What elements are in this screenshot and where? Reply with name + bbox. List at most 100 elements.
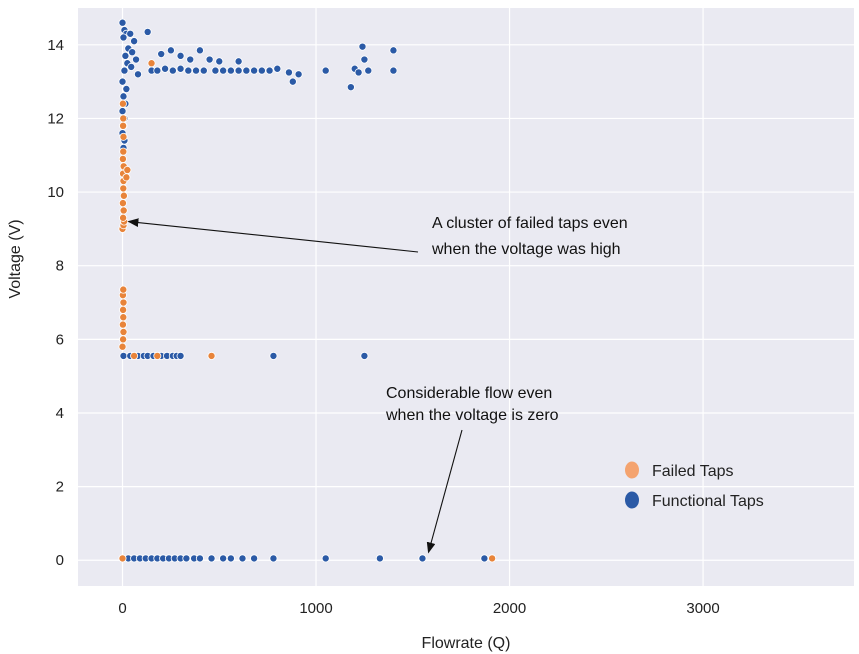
data-point [358,42,367,51]
y-tick-label: 6 [56,331,64,348]
data-point [147,59,156,68]
data-point [166,46,175,55]
data-point [119,335,128,344]
data-point [346,83,355,92]
y-tick-label: 14 [47,37,64,54]
x-tick-label: 3000 [686,600,719,617]
data-point [176,351,185,360]
data-point [119,327,128,336]
series-functional-taps [118,18,489,563]
annotation-arrow [127,218,419,253]
data-point [121,51,130,60]
data-point [119,184,128,193]
y-tick-label: 2 [56,479,64,496]
legend-item: Functional Taps [625,491,764,510]
data-point [119,33,128,42]
data-point [294,70,303,79]
data-point [122,84,131,93]
data-point [234,66,243,75]
legend: Failed Taps Functional Taps [625,461,764,510]
data-point [126,29,135,38]
data-point [119,191,128,200]
data-point [199,66,208,75]
annotation-text: A cluster of failed taps even [432,215,628,232]
plot-background [78,8,854,586]
data-point [157,50,166,59]
data-point [207,554,216,563]
data-point [195,46,204,55]
data-point [215,57,224,66]
data-point [360,55,369,64]
data-point [488,554,497,563]
legend-marker [625,491,639,509]
data-point [119,213,128,222]
data-point [182,554,191,563]
annotations: A cluster of failed taps even when the vo… [127,215,628,554]
grid-lines [78,8,854,586]
data-point [119,298,128,307]
data-point [269,351,278,360]
data-point [480,554,489,563]
data-point [119,147,128,156]
tick-labels: 0 1000 2000 3000 0 2 4 6 8 10 12 14 [47,37,719,617]
y-tick-label: 8 [56,258,64,275]
data-point [192,66,201,75]
data-point [321,554,330,563]
data-point [127,62,136,71]
data-point [123,165,132,174]
data-point [354,68,363,77]
data-point [120,66,129,75]
data-point [119,114,128,123]
data-point [375,554,384,563]
data-point [119,305,128,314]
y-tick-label: 10 [47,184,64,201]
data-point [176,51,185,60]
data-point [207,351,216,360]
data-point [205,55,214,64]
annotation-text: Considerable flow even [386,385,552,402]
x-tick-label: 0 [118,600,126,617]
legend-item: Failed Taps [625,461,734,480]
data-point [118,18,127,27]
y-tick-label: 12 [47,110,64,127]
data-point [257,66,266,75]
data-point [130,351,139,360]
data-point [219,66,228,75]
data-point [195,554,204,563]
data-point [130,37,139,46]
x-tick-label: 2000 [493,600,526,617]
legend-label: Failed Taps [652,463,734,480]
data-point [118,320,127,329]
x-axis-label: Flowrate (Q) [422,635,511,652]
data-point [364,66,373,75]
data-point [118,99,127,108]
data-point [273,64,282,73]
data-point [161,64,170,73]
data-point [321,66,330,75]
annotation-1: A cluster of failed taps even when the vo… [127,215,628,258]
data-point [119,285,128,294]
data-point [119,121,128,130]
data-point [176,64,185,73]
data-point [118,107,127,116]
data-point [211,66,220,75]
data-point [128,48,137,57]
data-point [250,66,259,75]
data-point [153,351,162,360]
data-point [226,554,235,563]
data-point [133,70,142,79]
data-point [360,351,369,360]
annotation-text: when the voltage was high [431,241,621,258]
data-point [119,313,128,322]
data-point [168,66,177,75]
data-point [122,173,131,182]
data-point [234,57,243,66]
data-point [238,554,247,563]
x-tick-label: 1000 [299,600,332,617]
annotation-arrow [426,429,463,554]
annotation-2: Considerable flow even when the voltage i… [385,385,559,554]
data-point [118,77,127,86]
data-point [153,66,162,75]
